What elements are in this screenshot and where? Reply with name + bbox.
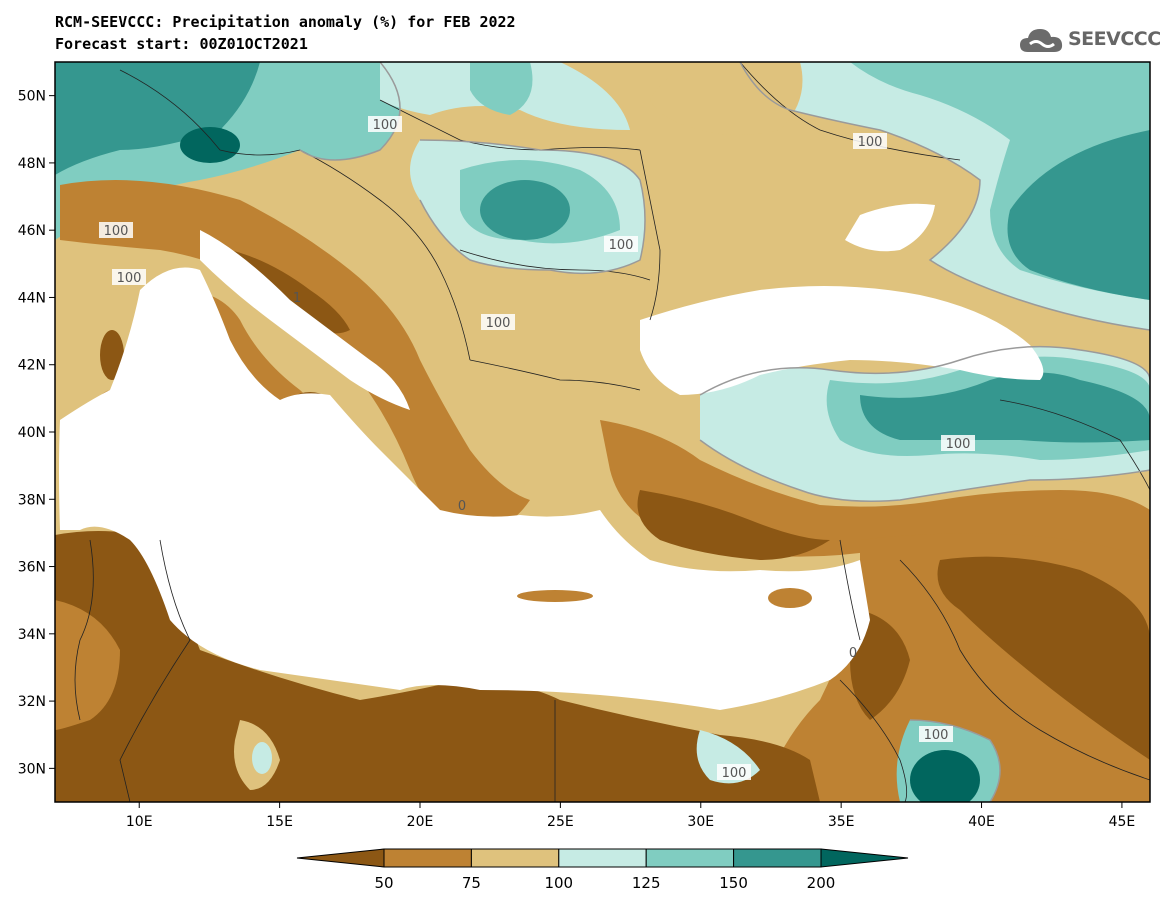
black-sea <box>640 286 1044 395</box>
longitude-axis: 10E 15E 20E 25E 30E 35E 40E 45E <box>126 802 1135 830</box>
contour-label: 100 <box>722 766 747 781</box>
lat-tick-label: 38N <box>18 492 46 508</box>
lon-tick-label: 35E <box>828 814 855 830</box>
map-field: 100 100 100 100 100 100 100 100 100 0 1 … <box>55 62 1150 802</box>
lat-tick-label: 32N <box>18 694 46 710</box>
colorbar-label: 75 <box>462 874 481 892</box>
map-title: RCM-SEEVCCC: Precipitation anomaly (%) f… <box>55 13 516 31</box>
colorbar: 50 75 100 125 150 200 <box>296 848 909 892</box>
colorbar-segment <box>558 848 647 868</box>
lon-tick-label: 30E <box>687 814 714 830</box>
contour-label: 100 <box>858 135 883 150</box>
contour-label: 0 <box>458 499 466 514</box>
colorbar-segment <box>820 848 909 868</box>
lat-tick-label: 48N <box>18 156 46 172</box>
lon-tick-label: 40E <box>968 814 995 830</box>
forecast-start-subtitle: Forecast start: 00Z01OCT2021 <box>55 35 308 53</box>
lon-tick-label: 45E <box>1109 814 1136 830</box>
cyprus <box>768 588 812 608</box>
country-borders <box>74 62 1150 802</box>
lon-tick-label: 25E <box>547 814 574 830</box>
crete <box>517 590 593 602</box>
extreme-wet-arabia <box>910 750 980 802</box>
dry-zone-tunisia <box>55 600 120 730</box>
lat-tick-label: 46N <box>18 223 46 239</box>
contour-label: 100 <box>104 224 129 239</box>
lat-tick-label: 42N <box>18 358 46 374</box>
colorbar-label: 200 <box>807 874 836 892</box>
corsica <box>100 330 124 380</box>
lon-tick-label: 10E <box>126 814 153 830</box>
contour-label: 0 <box>849 646 857 661</box>
colorbar-segment <box>733 848 822 868</box>
wet-spot-libya <box>252 742 272 774</box>
contour-lines <box>299 62 1150 802</box>
dry-pocket-ukraine <box>650 62 803 135</box>
contour-label-group: 100 100 100 100 100 100 100 100 100 0 1 … <box>99 116 975 781</box>
lat-tick-label: 50N <box>18 89 46 105</box>
contour-label: 100 <box>924 728 949 743</box>
very-wet-zone-alps <box>55 62 260 175</box>
colorbar-segment <box>383 848 472 868</box>
logo-text: SEEVCCC <box>1068 28 1161 50</box>
lat-tick-label: 40N <box>18 425 46 441</box>
wet-zone-poland <box>470 62 533 115</box>
lat-tick-label: 44N <box>18 290 46 306</box>
very-wet-zone-carpathians <box>480 180 570 240</box>
very-wet-zone-turkey-north <box>860 372 1150 443</box>
very-dry-zone-syria <box>937 556 1150 760</box>
seevccc-logo: SEEVCCC <box>1018 24 1161 56</box>
very-dry-zone-turkey-south <box>637 490 830 560</box>
cloud-icon <box>1020 29 1063 52</box>
lat-tick-label: 30N <box>18 761 46 777</box>
latitude-axis: 50N 48N 46N 44N 42N 40N 38N 36N 34N 32N 30N <box>18 89 55 777</box>
colorbar-segment <box>296 848 385 868</box>
colorbar-label: 100 <box>544 874 573 892</box>
contour-label: 100 <box>486 316 511 331</box>
contour-label: 100 <box>373 118 398 133</box>
dry-zone-adriatic <box>60 180 530 540</box>
lat-tick-label: 34N <box>18 627 46 643</box>
extreme-wet-alps <box>180 127 240 163</box>
sea-of-azov <box>845 203 935 252</box>
very-dry-zone-levant <box>850 610 910 720</box>
colorbar-label: 125 <box>632 874 661 892</box>
mediterranean-sea <box>59 267 870 710</box>
lon-tick-label: 20E <box>407 814 434 830</box>
very-wet-zone-russia <box>1007 130 1150 300</box>
contour-label: 100 <box>946 437 971 452</box>
colorbar-label: 150 <box>719 874 748 892</box>
lon-tick-label: 15E <box>266 814 293 830</box>
colorbar-label: 50 <box>374 874 393 892</box>
adriatic-sea <box>200 230 410 410</box>
very-dry-zone-adriatic <box>230 250 350 334</box>
colorbar-segment <box>645 848 735 868</box>
lat-tick-label: 36N <box>18 560 46 576</box>
contour-label: 100 <box>117 271 142 286</box>
contour-label: 100 <box>609 238 634 253</box>
contour-label: 1 <box>293 291 301 306</box>
colorbar-segment <box>470 848 560 868</box>
